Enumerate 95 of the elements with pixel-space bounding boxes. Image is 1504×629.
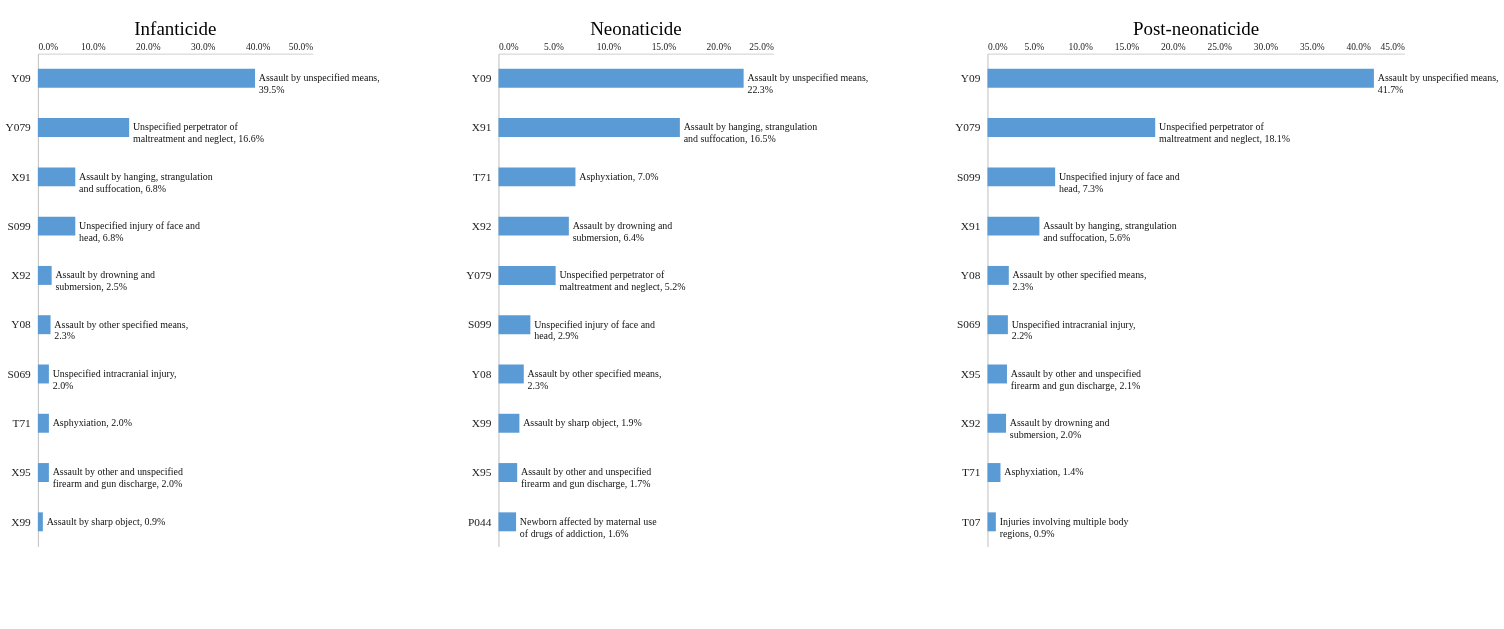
data-label: Assault by unspecified means, 22.3% xyxy=(747,72,869,95)
y-tick-label: X91 xyxy=(11,170,31,183)
y-tick-label: S069 xyxy=(7,367,32,380)
y-tick-label: T71 xyxy=(12,417,31,430)
data-label: Assault by other and unspecified firearm and gun discharge, 1.7% xyxy=(520,466,652,490)
x-tick-label: 10.0% xyxy=(81,42,106,53)
y-tick-label: X92 xyxy=(11,269,32,282)
y-tick-label: X91 xyxy=(960,219,981,232)
y-tick-label: Y079 xyxy=(955,121,981,134)
chart-title: Infanticide xyxy=(134,17,217,39)
y-tick-label: Y079 xyxy=(466,269,492,282)
data-label: Unspecified perpetrator of maltreatment and neglect, 5.2% xyxy=(559,269,686,293)
x-tick-label: 5.0% xyxy=(544,42,564,53)
data-label: Assault by hanging, strangulation and suffocation, 5.6% xyxy=(1043,219,1177,243)
y-tick-label: S099 xyxy=(468,318,492,331)
y-tick-label: X95 xyxy=(11,466,32,479)
x-tick-label: 25.0% xyxy=(1207,42,1232,53)
bar xyxy=(987,216,1040,236)
y-tick-label: X95 xyxy=(960,367,981,380)
data-label: Assault by unspecified means, 39.5% xyxy=(258,72,380,95)
data-label: Unspecified perpetrator of maltreatment and neglect, 18.1% xyxy=(1159,121,1291,145)
data-label: Assault by drowning and submersion, 2.0% xyxy=(1009,417,1110,440)
y-tick-label: X91 xyxy=(471,121,492,134)
data-label: Newborn affected by maternal use of drugs of addiction, 1.6% xyxy=(519,515,658,539)
y-tick-label: Y09 xyxy=(471,72,492,85)
y-tick-label: Y08 xyxy=(471,367,492,380)
y-tick-label: P044 xyxy=(468,515,492,528)
data-label: Asphyxiation, 1.4% xyxy=(1004,466,1084,478)
data-label: Unspecified intracranial injury, 2.0% xyxy=(52,367,177,391)
x-tick-label: 35.0% xyxy=(1300,42,1325,53)
data-label: Unspecified perpetrator of maltreatment and neglect, 16.6% xyxy=(132,121,265,145)
data-label: Assault by hanging, strangulation and suffocation, 6.8% xyxy=(79,170,213,194)
x-tick-label: 30.0% xyxy=(191,42,216,53)
x-tick-label: 20.0% xyxy=(136,42,161,53)
data-label: Unspecified injury of face and head, 2.9% xyxy=(534,318,656,342)
y-tick-label: Y08 xyxy=(11,318,32,331)
x-tick-label: 15.0% xyxy=(1114,42,1140,53)
y-tick-label: T71 xyxy=(473,170,492,183)
data-label: Unspecified intracranial injury, 2.2% xyxy=(1011,318,1136,342)
data-label: Assault by hanging, strangulation and suffocation, 16.5% xyxy=(683,121,818,145)
y-tick-label: X99 xyxy=(471,417,492,430)
data-label: Assault by sharp object, 1.9% xyxy=(523,417,642,429)
y-tick-label: X99 xyxy=(11,515,32,528)
x-tick-label: 50.0% xyxy=(288,42,314,53)
x-tick-label: 20.0% xyxy=(1161,42,1186,53)
x-tick-label: 15.0% xyxy=(651,42,677,53)
data-label: Assault by drowning and submersion, 6.4% xyxy=(572,219,673,243)
data-label: Asphyxiation, 7.0% xyxy=(579,170,659,182)
data-label: Assault by other and unspecified firearm and gun discharge, 2.1% xyxy=(1010,367,1142,391)
data-label: Assault by other specified means, 2.3% xyxy=(1012,269,1147,293)
y-tick-label: S099 xyxy=(7,219,32,232)
data-label: Assault by drowning and submersion, 2.5% xyxy=(55,269,156,293)
data-label: Injuries involving multiple body regions, 0.9% xyxy=(999,515,1129,539)
x-tick-label: 5.0% xyxy=(1024,42,1045,53)
x-tick-label: 10.0% xyxy=(596,42,622,53)
bar xyxy=(987,118,1156,138)
y-tick-label: S069 xyxy=(957,318,981,331)
chart-title: Neonaticide xyxy=(590,17,682,39)
data-label: Asphyxiation, 2.0% xyxy=(52,417,132,429)
bar xyxy=(987,167,1056,187)
x-tick-label: 40.0% xyxy=(246,42,271,53)
y-tick-label: X95 xyxy=(471,466,492,479)
chart-title: Post-neonaticide xyxy=(1132,17,1260,39)
y-tick-label: Y09 xyxy=(960,72,981,85)
bar xyxy=(987,265,1009,285)
data-label: Assault by other and unspecified firearm and gun discharge, 2.0% xyxy=(52,466,183,490)
bar xyxy=(987,315,1008,335)
x-tick-label: 40.0% xyxy=(1346,42,1371,53)
x-tick-label: 20.0% xyxy=(706,42,732,53)
data-label: Assault by other specified means, 2.3% xyxy=(54,318,189,342)
bar xyxy=(987,364,1007,384)
y-tick-label: Y079 xyxy=(5,121,32,134)
y-tick-label: S099 xyxy=(957,170,981,183)
y-tick-label: X92 xyxy=(960,417,981,430)
data-label: Unspecified injury of face and head, 6.8% xyxy=(79,219,200,243)
x-tick-label: 0.0% xyxy=(38,42,59,53)
x-tick-label: 45.0% xyxy=(1380,42,1406,53)
x-tick-label: 30.0% xyxy=(1253,42,1279,53)
y-tick-label: T71 xyxy=(962,466,981,479)
x-tick-label: 0.0% xyxy=(987,42,1008,53)
bar xyxy=(987,68,1374,88)
data-label: Unspecified injury of face and head, 7.3% xyxy=(1058,170,1180,194)
bar xyxy=(987,512,996,532)
y-tick-label: T07 xyxy=(962,515,981,528)
bar xyxy=(987,413,1007,433)
x-tick-label: 10.0% xyxy=(1068,42,1093,53)
x-tick-label: 25.0% xyxy=(749,42,774,53)
data-label: Assault by unspecified means, 41.7% xyxy=(1377,72,1499,95)
x-tick-label: 0.0% xyxy=(498,42,519,53)
y-tick-label: Y09 xyxy=(11,72,32,85)
bar xyxy=(987,463,1001,483)
data-label: Assault by other specified means, 2.3% xyxy=(527,367,662,391)
data-label: Assault by sharp object, 0.9% xyxy=(46,515,166,527)
y-tick-label: Y08 xyxy=(960,269,981,282)
y-tick-label: X92 xyxy=(471,219,492,232)
